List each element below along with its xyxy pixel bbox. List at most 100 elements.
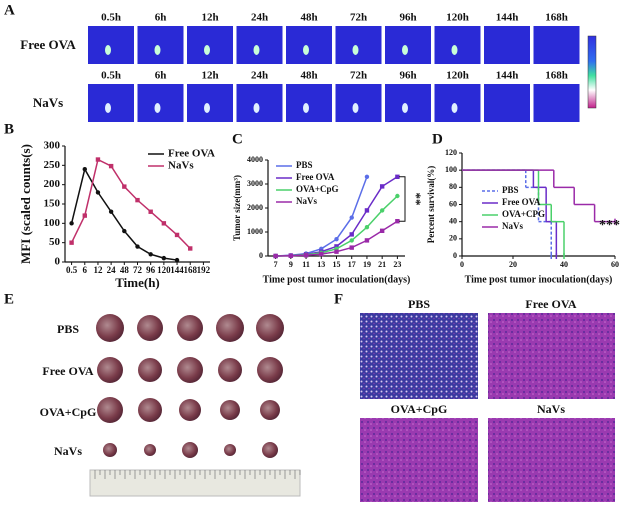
marker xyxy=(148,209,153,214)
legend-label: Free OVA xyxy=(502,197,541,207)
legend-label: Free OVA xyxy=(168,148,215,160)
marker xyxy=(122,184,127,189)
imaging-thumbnail xyxy=(533,26,580,64)
time-label: 6h xyxy=(155,70,167,82)
time-label: 6h xyxy=(155,12,167,24)
tumor xyxy=(138,398,162,422)
y-tick-label: 3000 xyxy=(247,179,263,188)
marker xyxy=(379,184,385,189)
time-label: 12h xyxy=(201,70,218,82)
time-label: 120h xyxy=(446,12,469,24)
tumor xyxy=(137,315,163,341)
imaging-thumbnail xyxy=(236,26,283,64)
x-tick-label: 20 xyxy=(509,260,517,269)
marker xyxy=(95,157,101,162)
marker xyxy=(334,237,339,242)
legend-label: NaVs xyxy=(502,221,523,231)
x-tick-label: 12 xyxy=(93,265,103,275)
signal-spot xyxy=(154,45,161,55)
image-title: NaVs xyxy=(537,402,565,416)
panel-label: D xyxy=(432,131,443,147)
histology-image xyxy=(488,313,615,399)
marker xyxy=(303,253,309,258)
x-tick-label: 19 xyxy=(363,260,371,269)
imaging-thumbnail xyxy=(286,84,332,122)
marker xyxy=(349,238,354,243)
marker xyxy=(273,253,278,259)
y-axis-title: MFI (scaled counts(s) xyxy=(18,144,33,264)
panel-label: E xyxy=(4,291,14,307)
tumor xyxy=(224,444,236,456)
x-tick-label: 7 xyxy=(274,260,278,269)
row-label: OVA+CpG xyxy=(40,405,97,419)
y-tick-label: 0 xyxy=(453,251,457,260)
series-line xyxy=(70,167,178,261)
y-tick-label: 2000 xyxy=(247,203,263,212)
time-label: 168h xyxy=(545,12,568,24)
x-tick-label: 60 xyxy=(611,260,619,269)
x-tick-label: 21 xyxy=(378,260,386,269)
marker xyxy=(319,251,324,257)
time-label: 24h xyxy=(251,70,268,82)
x-tick-label: 11 xyxy=(302,260,310,269)
x-tick-label: 6 xyxy=(83,265,88,275)
marker xyxy=(395,219,400,224)
imaging-thumbnail xyxy=(434,26,481,64)
legend-label: Free OVA xyxy=(296,172,335,182)
marker xyxy=(395,174,400,179)
histology-image xyxy=(360,313,478,399)
signal-spot xyxy=(352,45,359,55)
significance: *** xyxy=(599,218,620,233)
marker xyxy=(379,208,385,213)
signal-spot xyxy=(105,45,111,55)
y-tick-label: 150 xyxy=(44,198,61,210)
signal-spot xyxy=(105,103,111,113)
row-label: NaVs xyxy=(54,444,82,458)
time-label: 96h xyxy=(399,70,416,82)
tumor xyxy=(138,358,162,382)
time-label: 48h xyxy=(300,12,317,24)
y-tick-label: 4000 xyxy=(247,155,263,164)
marker xyxy=(122,228,127,234)
y-axis-title: Tumor size(mm³) xyxy=(232,175,242,241)
signal-spot xyxy=(303,103,309,113)
time-label: 144h xyxy=(496,12,519,24)
signal-spot xyxy=(154,103,161,113)
marker xyxy=(379,228,385,233)
time-label: 144h xyxy=(496,70,519,82)
imaging-thumbnail xyxy=(236,84,283,122)
marker xyxy=(349,232,354,237)
legend-label: NaVs xyxy=(296,196,317,206)
signal-spot xyxy=(253,103,260,113)
signal-spot xyxy=(451,45,458,55)
tumor xyxy=(216,314,244,342)
y-tick-label: 120 xyxy=(445,148,457,157)
x-tick-label: 0 xyxy=(460,260,464,269)
marker xyxy=(395,193,400,199)
time-label: 24h xyxy=(251,12,268,24)
x-tick-label: 24 xyxy=(107,265,117,275)
marker xyxy=(69,240,74,245)
image-title: Free OVA xyxy=(525,297,577,311)
time-label: 48h xyxy=(300,70,317,82)
signal-spot xyxy=(204,103,210,113)
marker xyxy=(82,213,87,218)
imaging-thumbnail xyxy=(434,84,481,122)
marker xyxy=(161,255,167,261)
y-tick-label: 200 xyxy=(44,178,61,190)
marker xyxy=(95,190,101,195)
imaging-thumbnail xyxy=(88,84,134,122)
y-tick-label: 0 xyxy=(259,251,263,260)
y-tick-label: 60 xyxy=(449,199,457,208)
imaging-thumbnail xyxy=(137,26,184,64)
image-title: PBS xyxy=(408,297,430,311)
imaging-thumbnail xyxy=(335,84,382,122)
x-tick-label: 0.5 xyxy=(66,265,78,275)
legend-label: OVA+CPG xyxy=(502,209,545,219)
row-label: PBS xyxy=(57,322,79,336)
tumor xyxy=(220,400,240,420)
x-tick-label: 13 xyxy=(317,260,325,269)
marker xyxy=(334,244,339,249)
x-tick-label: 17 xyxy=(348,260,356,269)
